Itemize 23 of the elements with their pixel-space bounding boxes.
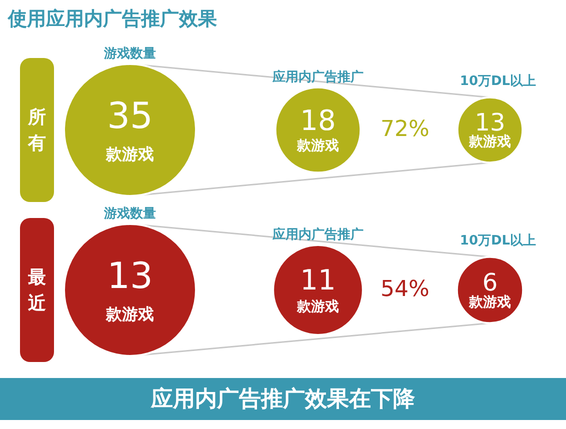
value-label: 款游戏	[297, 138, 339, 154]
value-label: 款游戏	[106, 144, 154, 164]
title: 使用应用内广告推广效果	[8, 8, 217, 30]
annotation: 应用内广告推广效果在下降	[151, 387, 415, 412]
category: 10万DL以上	[460, 233, 536, 248]
series-name: 近	[28, 292, 46, 314]
value-label: 13	[107, 256, 153, 297]
annotation: 72%	[380, 117, 430, 142]
series-name: 所	[28, 106, 46, 128]
value-label: 11	[300, 264, 336, 297]
category: 游戏数量	[104, 46, 156, 62]
value-label: 款游戏	[106, 304, 154, 324]
annotation: 54%	[380, 277, 430, 302]
category: 10万DL以上	[460, 74, 536, 89]
value-label: 35	[107, 96, 153, 137]
category: 应用内广告推广	[272, 70, 364, 85]
series-name: 有	[28, 132, 46, 154]
series-name: 最	[28, 266, 46, 288]
value-label: 款游戏	[297, 298, 339, 315]
value-label: 18	[300, 104, 336, 137]
category: 应用内广告推广	[272, 228, 364, 243]
category: 游戏数量	[104, 206, 156, 222]
value-label: 款游戏	[469, 294, 511, 310]
